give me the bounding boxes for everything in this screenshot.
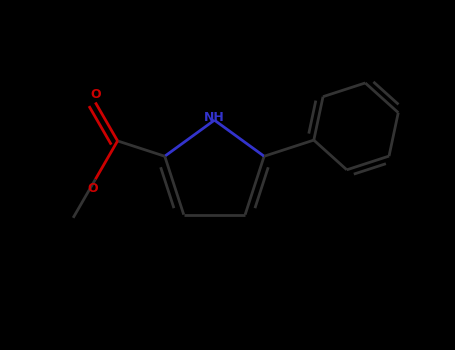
- Text: O: O: [90, 88, 101, 101]
- Text: NH: NH: [204, 111, 225, 124]
- Text: O: O: [87, 182, 98, 195]
